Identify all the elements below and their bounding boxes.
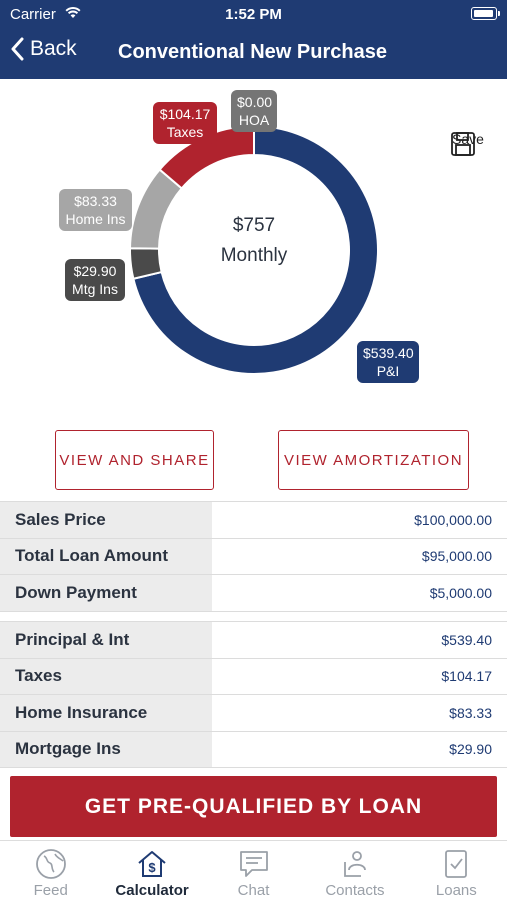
get-prequalified-button[interactable]: GET PRE-QUALIFIED BY LOAN [10,776,497,837]
callout-home-ins: $83.33 Home Ins [59,189,132,231]
callout-mtg-ins-name: Mtg Ins [72,281,118,297]
tab-contacts[interactable]: Contacts [304,841,405,901]
page-title: Conventional New Purchase [118,41,387,63]
row-label: Home Insurance [0,695,212,731]
tab-loans[interactable]: Loans [406,841,507,901]
chat-icon [203,847,304,881]
globe-icon [0,847,101,881]
callout-taxes-name: Taxes [166,124,204,140]
callout-hoa-value: $0.00 [237,94,273,110]
callout-mtg-ins: $29.90 Mtg Ins [65,259,125,301]
row-value: $104.17 [441,668,492,685]
tab-label: Calculator [115,882,189,899]
table-row: Taxes $104.17 [0,658,507,695]
back-button[interactable]: Back [10,37,77,61]
loan-summary-table: Sales Price $100,000.00 Total Loan Amount… [0,501,507,612]
payment-chart: $757 Monthly $0.00 HOA $104.17 Taxes $83.… [0,79,507,429]
table-row: Home Insurance $83.33 [0,695,507,732]
view-amortization-button[interactable]: VIEW AMORTIZATION [278,430,469,490]
callout-hoa: $0.00 HOA [231,90,277,132]
contacts-icon [304,847,405,881]
table-row: Mortgage Ins $29.90 [0,731,507,768]
tab-chat[interactable]: Chat [203,841,304,901]
callout-hoa-name: HOA [238,112,270,128]
row-label: Principal & Int [0,622,212,658]
tab-bar: Feed $ Calculator Chat Contacts Loans [0,840,507,901]
tab-label: Loans [435,882,477,899]
row-label: Down Payment [0,575,212,611]
tab-label: Feed [33,882,68,899]
row-value: $5,000.00 [429,584,492,601]
row-label: Sales Price [0,502,212,538]
status-time: 1:52 PM [225,6,282,23]
document-check-icon [406,847,507,881]
house-dollar-icon: $ [101,847,202,881]
row-value: $29.90 [449,741,492,758]
svg-text:$: $ [148,860,156,875]
back-label: Back [30,37,77,60]
donut-slice-p-i [132,124,379,375]
payment-breakdown-table: Principal & Int $539.40 Taxes $104.17 Home… [0,621,507,768]
row-value: $95,000.00 [421,548,492,565]
battery-icon [471,7,500,20]
donut-slice-mtg-ins [129,247,163,280]
tab-label: Contacts [325,882,385,899]
donut-center-label: Monthly [221,245,288,266]
view-and-share-button[interactable]: VIEW AND SHARE [55,430,214,490]
chevron-left-icon [11,37,24,61]
table-row: Total Loan Amount $95,000.00 [0,538,507,575]
status-bar: Carrier 1:52 PM [0,0,507,28]
table-row: Principal & Int $539.40 [0,622,507,659]
row-label: Total Loan Amount [0,538,212,574]
row-value: $539.40 [441,631,492,648]
callout-pi-value: $539.40 [363,345,414,361]
callout-taxes: $104.17 Taxes [153,102,217,144]
callout-home-ins-value: $83.33 [74,193,117,209]
callout-pi: $539.40 P&I [357,341,419,383]
donut-slice-taxes [158,124,255,190]
callout-home-ins-name: Home Ins [65,211,126,227]
callout-pi-name: P&I [376,363,400,379]
row-value: $100,000.00 [414,511,492,528]
table-row: Sales Price $100,000.00 [0,502,507,539]
save-button[interactable]: Save [450,131,486,156]
nav-bar: Back Conventional New Purchase [0,34,507,72]
row-label: Taxes [0,658,212,694]
donut-center-value: $757 [233,215,275,236]
tab-calculator[interactable]: $ Calculator [101,841,202,901]
row-label: Mortgage Ins [0,731,212,767]
row-value: $83.33 [449,704,492,721]
tab-feed[interactable]: Feed [0,841,101,901]
tab-label: Chat [237,882,270,899]
table-row: Down Payment $5,000.00 [0,575,507,612]
callout-mtg-ins-value: $29.90 [73,263,117,279]
header: Carrier 1:52 PM Back Conventional New Pu… [0,0,507,79]
wifi-icon [64,5,82,23]
donut-chart: $757 Monthly [128,124,379,375]
floppy-disk-icon [451,132,475,156]
carrier-label: Carrier [10,6,56,23]
callout-taxes-value: $104.17 [159,106,211,122]
